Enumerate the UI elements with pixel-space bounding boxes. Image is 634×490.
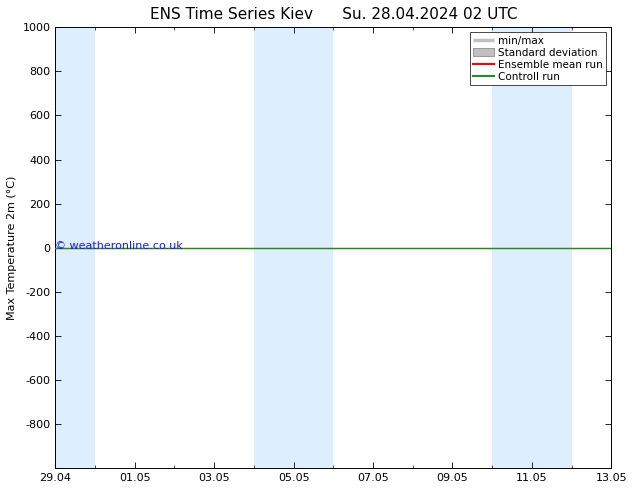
Legend: min/max, Standard deviation, Ensemble mean run, Controll run: min/max, Standard deviation, Ensemble me… — [470, 32, 606, 85]
Bar — [294, 27, 333, 468]
Y-axis label: Max Temperature 2m (°C): Max Temperature 2m (°C) — [7, 175, 17, 320]
Text: © weatheronline.co.uk: © weatheronline.co.uk — [55, 241, 183, 251]
Bar — [532, 27, 571, 468]
Title: ENS Time Series Kiev      Su. 28.04.2024 02 UTC: ENS Time Series Kiev Su. 28.04.2024 02 U… — [150, 7, 517, 22]
Bar — [254, 27, 294, 468]
Bar — [55, 27, 95, 468]
Bar — [492, 27, 532, 468]
